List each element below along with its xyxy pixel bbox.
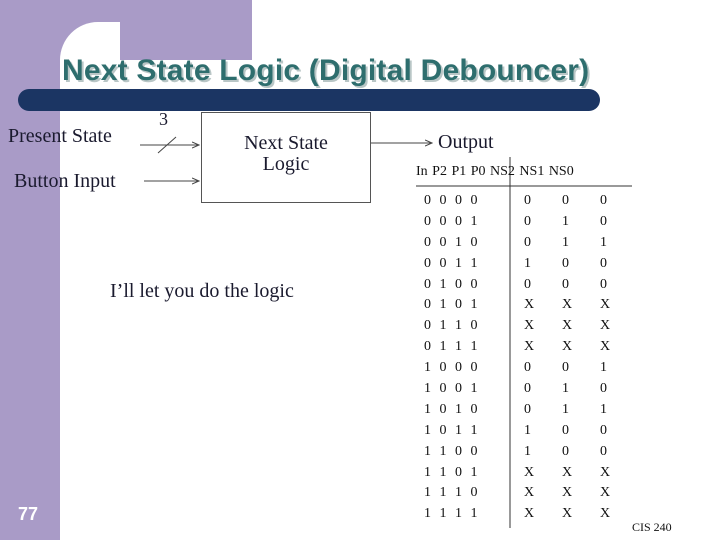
truth-table-input-cells: 1 1 0 0 [424, 443, 478, 459]
block-label-line-1: Next State [244, 132, 328, 154]
truth-table-output-cell: 1 [600, 360, 607, 376]
truth-table-output-cell: 0 [524, 360, 531, 376]
truth-table-output-cell: 0 [600, 213, 607, 229]
truth-table-output-cell: 0 [600, 381, 607, 397]
truth-table-output-cell: 0 [600, 443, 607, 459]
truth-table-output-cell: X [524, 464, 535, 480]
truth-table-input-cells: 0 1 0 0 [424, 276, 478, 292]
logic-note: I’ll let you do the logic [110, 280, 294, 302]
truth-table-output-cell: 1 [600, 401, 607, 417]
truth-table-output-cell: X [600, 339, 611, 355]
truth-table-input-cells: 0 0 0 0 [424, 193, 478, 208]
truth-table-output-cell: X [562, 339, 573, 355]
truth-table-output-cells: 1 0 0 [524, 254, 638, 275]
truth-table-output-cell: X [562, 506, 573, 522]
truth-table-input-cells: 0 1 0 1 [424, 297, 478, 313]
truth-table-input-cells: 0 0 1 0 [424, 234, 478, 250]
truth-table-input-cells: 0 1 1 1 [424, 339, 478, 355]
truth-table-output-cells: 0 0 0 [524, 191, 638, 212]
truth-table-input-cells: 1 1 1 1 [424, 506, 478, 522]
truth-table-input-cells: 0 0 1 1 [424, 255, 478, 271]
truth-table-output-cell: X [600, 506, 611, 522]
bus-width-label: 3 [159, 109, 168, 129]
truth-table-output-cells: 0 0 0 [524, 275, 638, 296]
truth-table-input-cells: 1 0 1 0 [424, 401, 478, 417]
truth-table-output-cell: 0 [600, 193, 607, 208]
title-underline-bar [18, 89, 600, 111]
truth-table-output-cell: X [562, 318, 573, 334]
truth-table-header: In P2 P1 P0 NS2 NS1 NS0 [416, 164, 574, 179]
truth-table-output-cell: 0 [524, 213, 531, 229]
truth-table-output-cells: 0 1 0 [524, 212, 638, 233]
truth-table-output-cell: X [562, 464, 573, 480]
truth-table-input-cells: 1 0 1 1 [424, 422, 478, 438]
truth-table-input-cells: 1 0 0 1 [424, 381, 478, 397]
truth-table-output-cells: 0 1 0 [524, 379, 638, 400]
truth-table-output-cells: 1 0 0 [524, 442, 638, 463]
truth-table-output-cell: 0 [524, 234, 531, 250]
truth-table-output-cell: 0 [524, 193, 531, 208]
truth-table-output-cells: 0 1 1 [524, 233, 638, 254]
truth-table-output-cells: 0 1 1 [524, 400, 638, 421]
truth-table-output-cell: X [562, 297, 573, 313]
truth-table-output-cell: X [524, 506, 535, 522]
slide-number: 77 [18, 504, 39, 524]
bus-slash [157, 136, 177, 154]
truth-table-output-cells: 0 0 1 [524, 358, 638, 379]
truth-table-input-cells: 1 1 1 0 [424, 485, 478, 501]
truth-table-output-cell: X [524, 485, 535, 501]
truth-table-output-cell: 0 [562, 360, 569, 376]
truth-table-output-cell: X [524, 318, 535, 334]
present-state-label: Present State [8, 125, 112, 147]
truth-table-output-cell: X [524, 339, 535, 355]
truth-table-output-cell: X [562, 485, 573, 501]
truth-table-output-cell: 0 [562, 255, 569, 271]
next-state-logic-block: Next State Logic [201, 112, 371, 203]
truth-table-output-cell: 1 [562, 381, 569, 397]
truth-table-output-cell: 0 [524, 381, 531, 397]
truth-table-output-cell: 1 [562, 234, 569, 250]
truth-table-output-cell: 0 [562, 443, 569, 459]
truth-table-output-cell: X [524, 297, 535, 313]
truth-table-output-cell: 0 [600, 276, 607, 292]
block-label-line-2: Logic [262, 153, 310, 175]
truth-table-output-cell: 1 [524, 443, 531, 459]
truth-table-input-cells: 0 0 0 1 [424, 213, 478, 229]
output-label: Output [438, 131, 494, 153]
truth-table-output-cell: 1 [524, 422, 531, 438]
truth-table-output-cell: 0 [600, 255, 607, 271]
truth-table-output-cells: 1 0 0 [524, 421, 638, 442]
truth-table-output-cell: 0 [524, 401, 531, 417]
truth-table-output-cell: 0 [600, 422, 607, 438]
truth-table-output-cell: X [600, 464, 611, 480]
truth-table-input-cells: 0 1 1 0 [424, 318, 478, 334]
truth-table-output-cell: 0 [562, 276, 569, 292]
truth-table-output-cell: 1 [600, 234, 607, 250]
button-input-label: Button Input [14, 170, 116, 192]
truth-table-output-cell: X [600, 297, 611, 313]
truth-table-output-cell: 0 [562, 193, 569, 208]
truth-table-output-cell: 1 [562, 401, 569, 417]
truth-table-output-cell: 1 [524, 255, 531, 271]
truth-table-output-cell: 1 [562, 213, 569, 229]
slide-title: Next State Logic (Digital Debouncer) [62, 54, 590, 87]
footer-course: CIS 240 [632, 520, 672, 534]
truth-table-output-cell: X [600, 485, 611, 501]
truth-table-input-cells: 1 0 0 0 [424, 360, 478, 376]
truth-table-output-cell: 0 [524, 276, 531, 292]
truth-table-output-cell: X [600, 318, 611, 334]
truth-table-output-cell: 0 [562, 422, 569, 438]
truth-table-input-cells: 1 1 0 1 [424, 464, 478, 480]
